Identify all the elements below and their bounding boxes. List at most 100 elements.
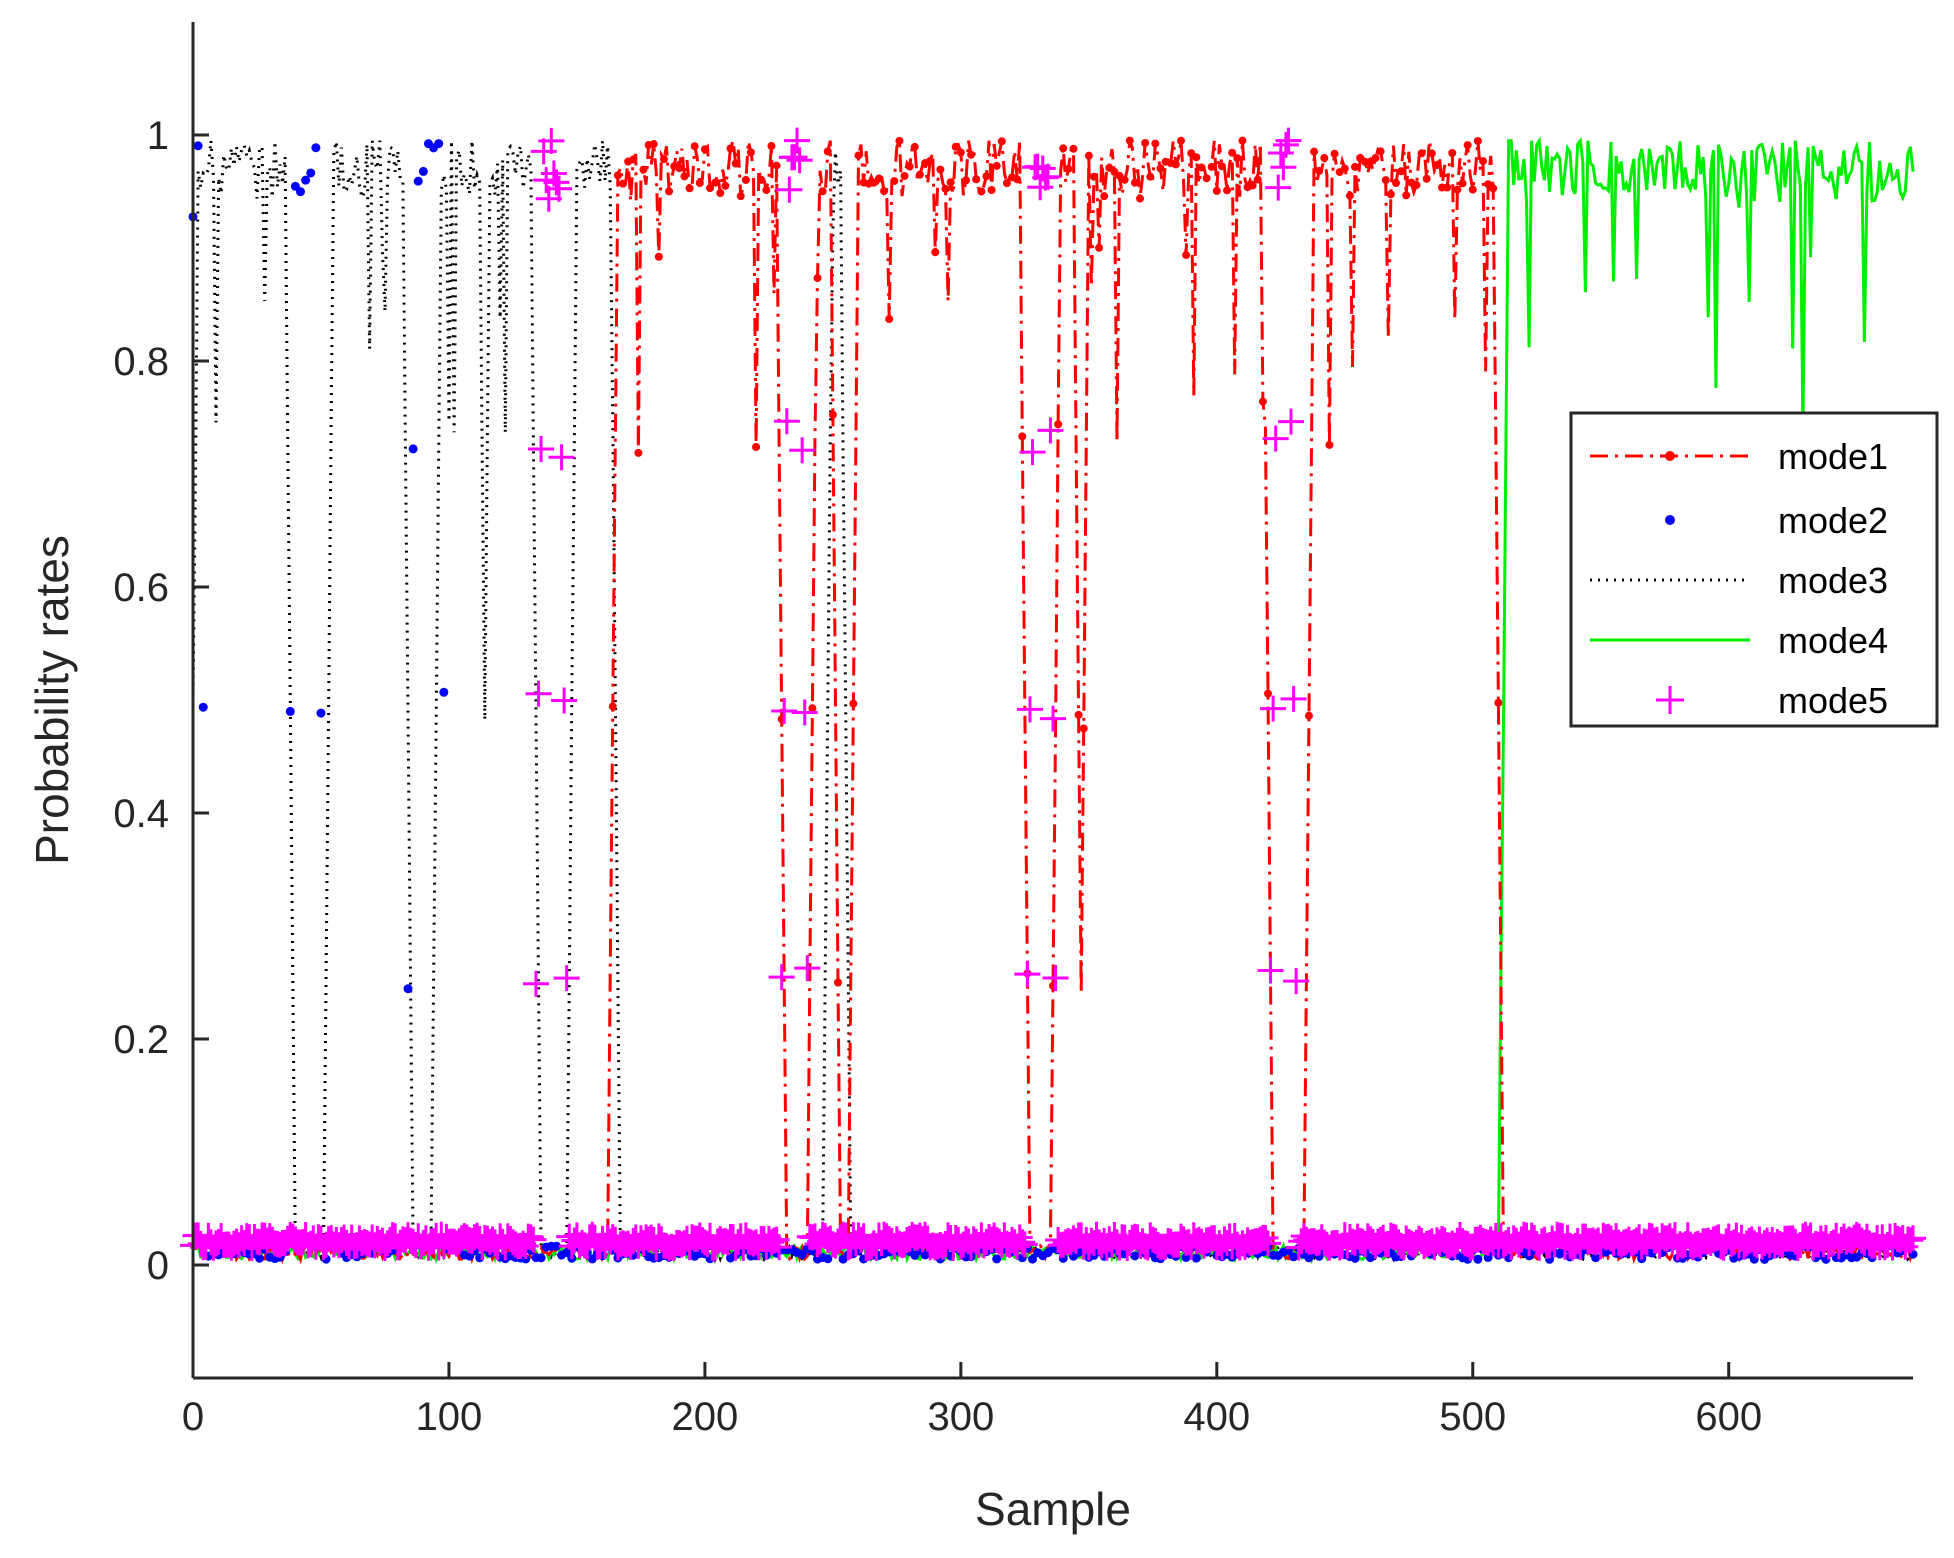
series-mode1-point	[649, 140, 658, 149]
series-mode2-point	[1591, 1253, 1601, 1263]
series-mode1-point	[813, 274, 822, 283]
series-mode1-point	[757, 175, 766, 184]
series-mode1-point	[1130, 178, 1139, 187]
series-mode1-point	[931, 248, 940, 257]
series-mode5-marker	[1011, 1231, 1038, 1258]
series-mode1-point	[726, 144, 735, 153]
series-mode1-point	[1018, 432, 1027, 441]
series-mode5-marker	[517, 1224, 544, 1251]
series-mode1-point	[613, 171, 622, 180]
series-mode1-point	[1223, 186, 1232, 195]
series-mode5-marker	[543, 169, 570, 196]
series-mode5-marker	[1255, 1230, 1281, 1257]
series-mode1-point	[721, 181, 730, 190]
series-mode5-marker	[1016, 696, 1043, 723]
series-mode1-point	[1422, 174, 1431, 183]
series-mode1-point	[1479, 157, 1487, 166]
series-mode1-point	[1304, 711, 1313, 720]
series-mode1-point	[1212, 186, 1221, 195]
series-mode1-point	[1197, 163, 1206, 172]
series-mode1-point	[619, 179, 627, 188]
series-mode1-point	[1202, 174, 1211, 183]
series-mode2-point	[1365, 1253, 1375, 1263]
series-mode1-point	[880, 187, 889, 196]
series-mode2-point	[193, 141, 203, 151]
series-mode1-point	[690, 142, 699, 151]
series-mode1-point	[828, 410, 837, 419]
series-mode1-point	[905, 162, 914, 171]
series-mode2-point	[1289, 1252, 1299, 1262]
series-mode1-point	[659, 155, 668, 164]
series-mode1-point	[695, 178, 704, 187]
y-tick-label: 0.6	[113, 566, 169, 610]
x-tick-label: 600	[1695, 1395, 1762, 1439]
series-mode1-point	[716, 189, 725, 198]
series-mode1-point	[1351, 162, 1360, 171]
x-tick-label: 400	[1183, 1395, 1250, 1439]
series-mode1-point	[1079, 724, 1088, 733]
series-mode5-marker	[776, 176, 803, 203]
series-mode1-point	[900, 171, 909, 180]
legend-label-mode1: mode1	[1778, 436, 1888, 477]
series-mode1-point	[1176, 136, 1185, 145]
series-mode5-marker	[791, 699, 818, 726]
series-mode1-point	[997, 137, 1006, 146]
series-mode5-marker	[1275, 127, 1302, 154]
series-mode1-point	[1095, 243, 1104, 252]
series-mode2-point	[413, 176, 423, 186]
series-mode1-point	[874, 174, 883, 183]
series-mode1-point	[941, 184, 950, 193]
legend: mode1 mode2 mode3 mode4 mode5	[1569, 411, 1939, 728]
y-tick-label: 0	[147, 1244, 169, 1288]
series-layer	[180, 127, 1926, 1265]
series-mode5-marker	[538, 127, 565, 154]
series-mode1-point	[1233, 154, 1242, 163]
series-mode1-point	[1258, 397, 1267, 406]
series-mode1-point	[1391, 178, 1400, 187]
series-mode1-point	[1248, 181, 1257, 190]
series-mode1-point	[1489, 184, 1498, 193]
series-mode5-marker	[1019, 439, 1046, 466]
series-mode1-point	[1381, 176, 1390, 185]
series-mode5-marker	[528, 436, 555, 463]
series-mode2-point	[408, 444, 418, 454]
series-mode1-point	[926, 156, 935, 165]
series-mode1-point	[1458, 179, 1467, 188]
series-mode1-point	[1100, 192, 1109, 201]
series-mode2-point	[1483, 1252, 1493, 1262]
series-mode5-marker	[1283, 968, 1310, 995]
legend-marker-mode1	[1665, 451, 1675, 461]
series-mode1-point	[1473, 137, 1482, 146]
series-mode1-point	[1013, 175, 1022, 184]
series-mode5-marker	[773, 408, 800, 435]
series-mode1-point	[1494, 698, 1503, 707]
series-mode5-marker	[1034, 163, 1061, 190]
series-mode1-point	[1084, 151, 1093, 160]
series-mode1-point	[936, 165, 945, 174]
series-mode1-point	[685, 184, 694, 193]
series-mode1-point	[1146, 172, 1155, 181]
series-mode2-point	[316, 708, 326, 718]
series-mode5-marker	[1272, 131, 1299, 158]
series-mode5-marker	[1252, 1224, 1279, 1251]
legend-label-mode4: mode4	[1778, 620, 1888, 661]
series-mode5-marker	[768, 964, 795, 991]
series-mode1-point	[700, 145, 709, 154]
x-tick-label: 200	[672, 1395, 739, 1439]
series-mode1-point	[634, 448, 643, 457]
series-mode1-point	[639, 165, 648, 174]
series-mode1-point	[854, 151, 863, 160]
series-mode5-marker	[1040, 705, 1066, 732]
series-mode1-point	[1192, 153, 1201, 162]
series-mode5-marker	[553, 965, 580, 992]
series-mode2-point	[1191, 1253, 1201, 1263]
series-mode1-point	[665, 187, 674, 196]
series-mode2-point	[1350, 1253, 1360, 1263]
series-mode2-point	[434, 139, 444, 149]
series-mode1-point	[1141, 138, 1150, 147]
series-mode2-point	[551, 1241, 561, 1251]
series-mode1-point	[1417, 149, 1426, 158]
series-mode5-marker	[546, 175, 573, 202]
series-mode1-point	[1427, 149, 1436, 158]
series-mode1-point	[1217, 162, 1226, 171]
